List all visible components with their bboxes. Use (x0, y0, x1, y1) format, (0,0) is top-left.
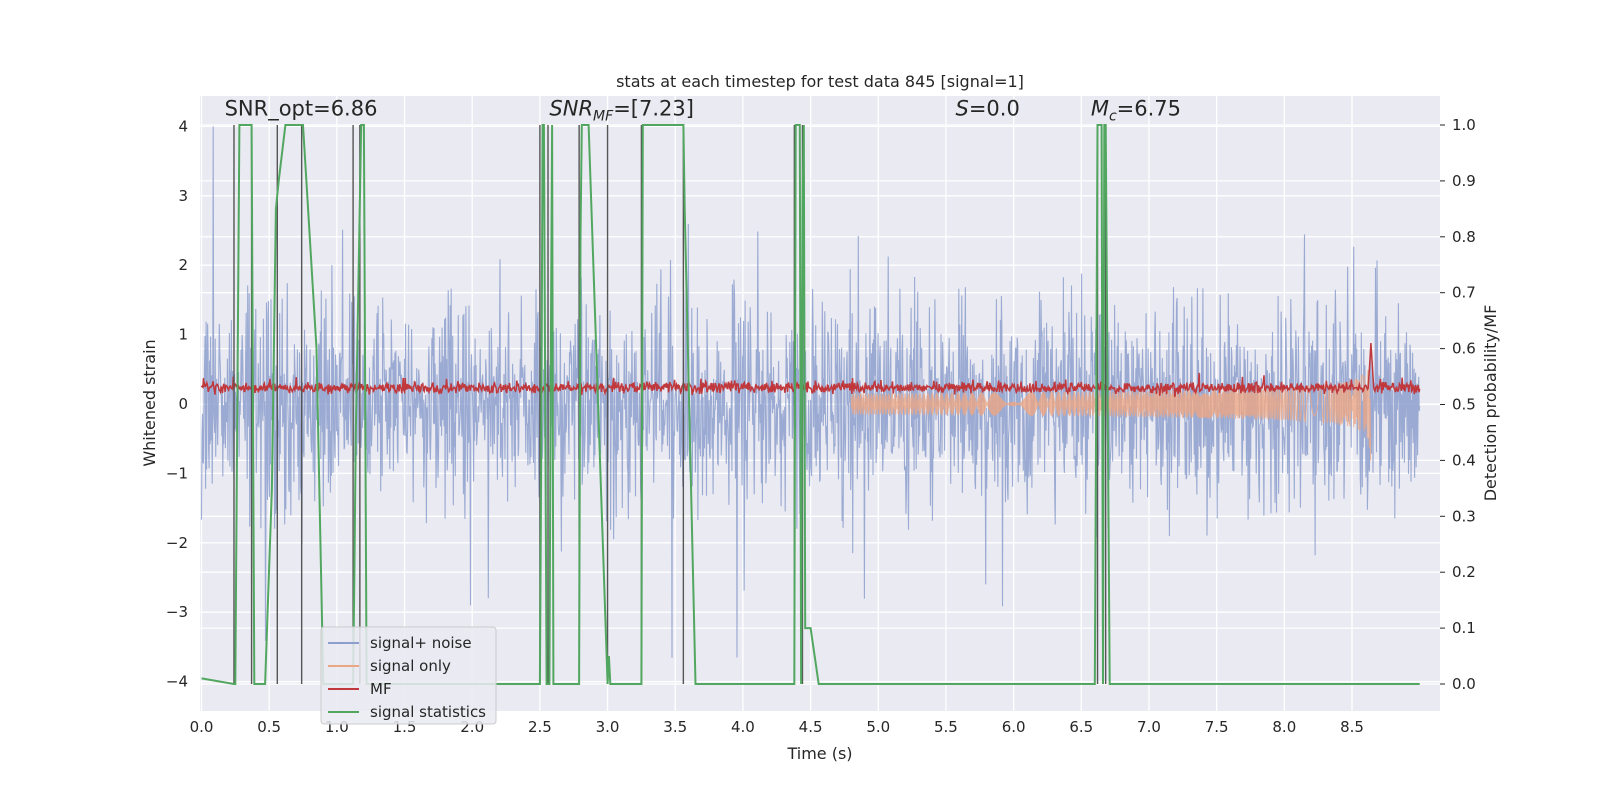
y-right-tick-label: 0.9 (1452, 172, 1476, 190)
y-left-tick-label: 0 (178, 395, 188, 413)
x-tick-label: 6.0 (1002, 718, 1026, 736)
y-right-tick-label: 0.5 (1452, 396, 1476, 414)
x-tick-label: 0.5 (257, 718, 281, 736)
annotation-3: Mc=6.75 (1091, 97, 1181, 125)
annotation-0: SNR_opt=6.86 (225, 97, 378, 122)
series-signal-statistics (201, 124, 1420, 685)
noise-trace (200, 126, 1421, 658)
y-left-tick-label: −4 (166, 673, 188, 691)
y-left-tick-label: −2 (166, 534, 188, 552)
annotation-2: S=0.0 (955, 97, 1019, 121)
y-left-tick-label: 4 (178, 117, 188, 135)
x-tick-label: 7.0 (1137, 718, 1161, 736)
y-right-tick-label: 0.8 (1452, 228, 1476, 246)
y-right-axis-label: Detection probability/MF (1481, 305, 1500, 502)
y-right-tick-label: 1.0 (1452, 116, 1476, 134)
series-mf (200, 342, 1421, 398)
y-right-tick-label: 0.0 (1452, 675, 1476, 693)
y-left-axis-label: Whitened strain (140, 339, 159, 466)
y-right-tick-label: 0.4 (1452, 451, 1476, 469)
y-right-tick-label: 0.7 (1452, 284, 1476, 302)
series-threshold-markers (233, 125, 1107, 684)
legend-label: MF (370, 680, 392, 698)
legend-label: signal statistics (370, 703, 486, 721)
y-left-tick-label: 1 (178, 326, 188, 344)
legend-box (320, 626, 497, 725)
y-left-tick-label: −3 (166, 603, 188, 621)
signal-statistics-line (201, 124, 1420, 685)
y-right-tick-label: 0.1 (1452, 619, 1476, 637)
x-tick-label: 7.5 (1205, 718, 1229, 736)
chart-title: stats at each timestep for test data 845… (616, 72, 1024, 91)
x-tick-label: 3.0 (596, 718, 620, 736)
signal-trace (850, 370, 1372, 461)
annotation-1: SNRMF=[7.23] (549, 97, 694, 125)
x-tick-label: 5.0 (866, 718, 890, 736)
x-tick-label: 4.0 (731, 718, 755, 736)
legend: signal+ noise signal only MF signal statist… (320, 626, 497, 725)
series-signal-noise (200, 126, 1421, 658)
legend-label: signal only (370, 657, 451, 675)
x-tick-label: 3.5 (663, 718, 687, 736)
x-tick-label: 8.0 (1272, 718, 1296, 736)
annotations: SNR_opt=6.86 SNRMF=[7.23] S=0.0 Mc=6.75 (225, 97, 1181, 125)
y-left-tick-label: 3 (178, 187, 188, 205)
y-right-tick-label: 0.6 (1452, 340, 1476, 358)
legend-label: signal+ noise (370, 634, 472, 652)
x-tick-label: 8.5 (1340, 718, 1364, 736)
y-left-tick-label: −1 (166, 464, 188, 482)
y-right-tick-label: 0.3 (1452, 507, 1476, 525)
x-axis-label: Time (s) (786, 744, 852, 763)
series-signal-only (850, 370, 1372, 461)
x-tick-label: 4.5 (799, 718, 823, 736)
mf-trace (200, 342, 1421, 398)
y-right-tick-label: 0.2 (1452, 563, 1476, 581)
y-right-tick-labels: 0.0 0.1 0.2 0.3 0.4 0.5 0.6 0.7 0.8 0.9 1.0 (1440, 116, 1476, 693)
x-tick-label: 5.5 (934, 718, 958, 736)
x-tick-label: 2.5 (528, 718, 552, 736)
y-left-tick-labels: −4 −3 −2 −1 0 1 2 3 4 (166, 117, 188, 690)
y-left-tick-label: 2 (178, 256, 188, 274)
x-tick-label: 0.0 (190, 718, 214, 736)
x-tick-label: 6.5 (1069, 718, 1093, 736)
